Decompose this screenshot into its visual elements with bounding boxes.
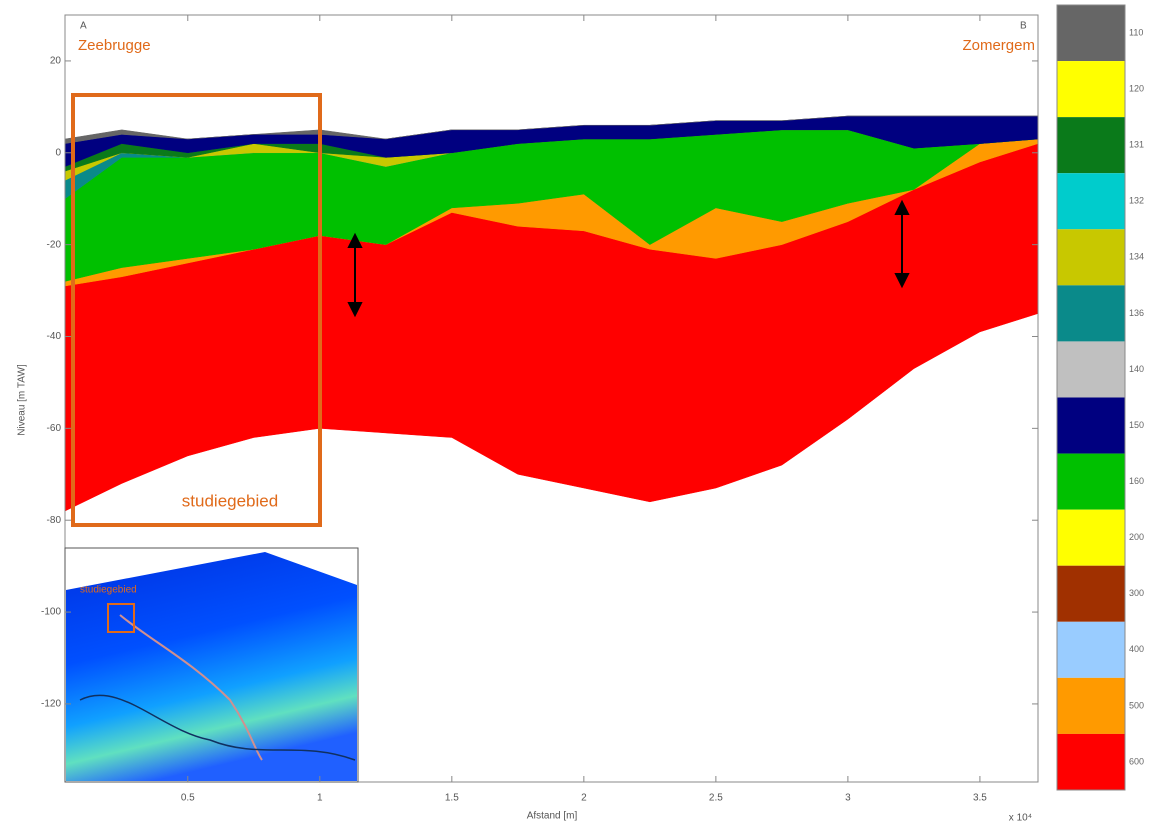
study-area-label: studiegebied xyxy=(182,491,278,510)
y-tick-label: -60 xyxy=(47,423,62,434)
y-tick-label: -80 xyxy=(47,515,62,526)
x-tick-label: 2 xyxy=(581,793,587,804)
x-tick-label: 3.5 xyxy=(973,793,987,804)
inset-map: studiegebied xyxy=(65,548,358,782)
x-tick-label: 3 xyxy=(845,793,851,804)
x-multiplier: x 10⁴ xyxy=(1009,813,1032,824)
colorbar-swatch xyxy=(1057,734,1125,790)
colorbar-label: 131 xyxy=(1129,140,1144,150)
colorbar-swatch xyxy=(1057,5,1125,61)
x-tick-label: 2.5 xyxy=(709,793,723,804)
y-tick-label: -120 xyxy=(41,699,61,710)
colorbar-label: 110 xyxy=(1129,27,1143,37)
colorbar-swatch xyxy=(1057,398,1125,454)
colorbar-label: 400 xyxy=(1129,644,1144,654)
colorbar-swatch xyxy=(1057,61,1125,117)
y-tick-label: 0 xyxy=(55,147,61,158)
colorbar-label: 134 xyxy=(1129,252,1144,262)
colorbar-label: 160 xyxy=(1129,476,1144,486)
colorbar-label: 140 xyxy=(1129,364,1144,374)
colorbar-swatch xyxy=(1057,510,1125,566)
colorbar-label: 600 xyxy=(1129,756,1144,766)
colorbar-label: 200 xyxy=(1129,532,1144,542)
colorbar-swatch xyxy=(1057,173,1125,229)
plot-area xyxy=(65,116,1038,511)
start-name: Zeebrugge xyxy=(78,37,151,54)
colorbar-label: 136 xyxy=(1129,308,1144,318)
y-tick-label: 20 xyxy=(50,56,62,67)
y-tick-label: -20 xyxy=(47,239,62,250)
x-tick-label: 0.5 xyxy=(181,793,195,804)
colorbar-label: 150 xyxy=(1129,420,1144,430)
colorbar-label: 132 xyxy=(1129,196,1144,206)
colorbar-label: 500 xyxy=(1129,700,1144,710)
colorbar-label: 120 xyxy=(1129,83,1144,93)
y-tick-label: -40 xyxy=(47,331,62,342)
colorbar-swatch xyxy=(1057,678,1125,734)
colorbar-swatch xyxy=(1057,229,1125,285)
x-axis-label: Afstand [m] xyxy=(527,811,578,822)
colorbar-swatch xyxy=(1057,341,1125,397)
colorbar-swatch xyxy=(1057,117,1125,173)
chart: A B Zeebrugge Zomergem studiegebied stud… xyxy=(0,0,1161,827)
colorbar-swatch xyxy=(1057,622,1125,678)
inset-label: studiegebied xyxy=(80,585,137,596)
y-axis-label: Niveau [m TAW] xyxy=(17,364,28,436)
x-tick-label: 1 xyxy=(317,793,323,804)
end-name: Zomergem xyxy=(962,37,1035,54)
x-tick-label: 1.5 xyxy=(445,793,459,804)
colorbar-swatch xyxy=(1057,454,1125,510)
colorbar-swatch xyxy=(1057,566,1125,622)
colorbar-swatch xyxy=(1057,285,1125,341)
start-label: A xyxy=(80,21,87,32)
colorbar-label: 300 xyxy=(1129,588,1144,598)
y-tick-label: -100 xyxy=(41,607,61,618)
end-label: B xyxy=(1020,21,1027,32)
